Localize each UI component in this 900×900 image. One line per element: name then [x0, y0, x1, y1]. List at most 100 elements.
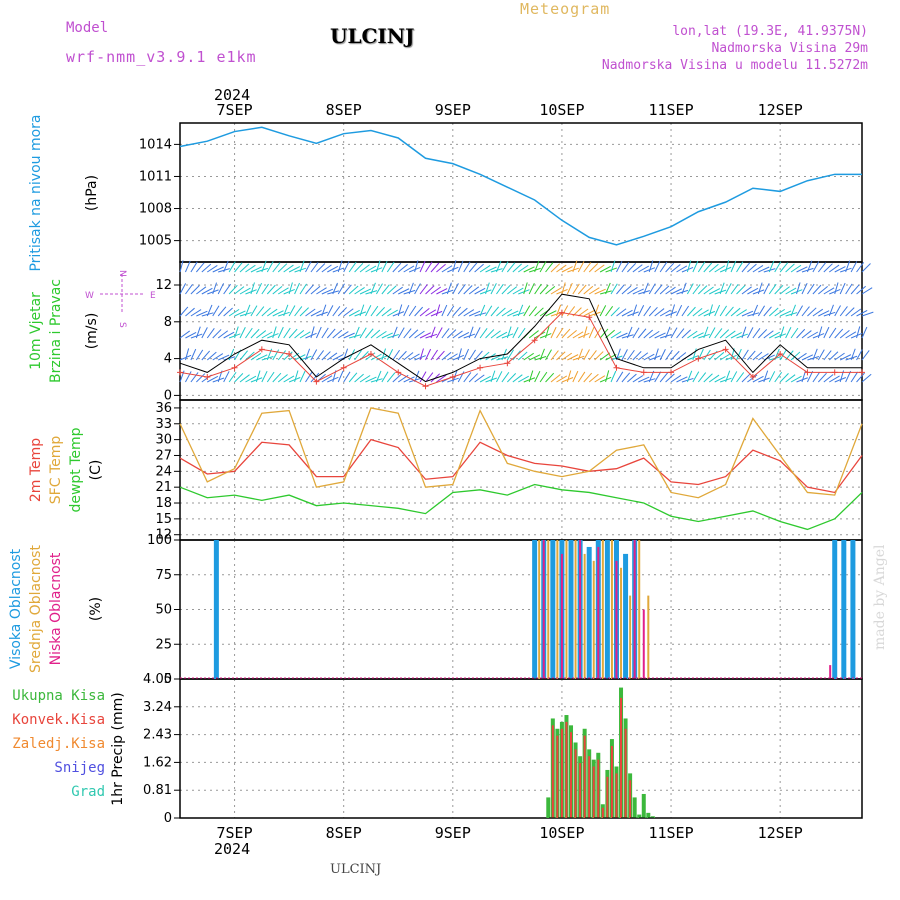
wind-arrow	[697, 285, 708, 295]
wind-arrow	[305, 348, 311, 361]
wind-arrow	[577, 348, 583, 361]
wind-arrow	[419, 348, 424, 361]
wind-arrow	[234, 262, 243, 273]
cloud-bar-mid	[538, 540, 541, 679]
wind-arrow	[719, 282, 725, 295]
wind-arrow	[468, 373, 479, 383]
wind-arrow	[408, 305, 417, 317]
wind-arrow	[381, 308, 392, 317]
wind-arrow	[774, 308, 785, 317]
wind-arrow	[561, 305, 569, 317]
wind-arrow	[354, 326, 360, 339]
wind-arrow	[245, 264, 256, 273]
wind-arrow	[430, 326, 436, 339]
wind-arrow	[708, 304, 713, 317]
wind-arrow	[632, 304, 638, 317]
wind-arrow	[496, 283, 504, 295]
wind-arrow	[316, 287, 327, 295]
wind-arrow	[485, 266, 497, 273]
wind-arrow	[403, 265, 415, 273]
wind-marker	[668, 369, 675, 376]
wind-arrow	[501, 371, 510, 383]
wind-speed-line	[179, 293, 862, 383]
panel-frame-precip	[179, 678, 863, 819]
wind-arrow	[747, 287, 759, 295]
wind-arrow	[861, 373, 872, 383]
wind-arrow	[436, 263, 446, 273]
wind-arrow	[305, 332, 317, 339]
wind-arrow	[463, 372, 472, 383]
wind-arrow	[408, 282, 414, 295]
wind-arrow	[528, 306, 538, 317]
wind-arrow	[550, 287, 562, 295]
wind-marker	[286, 351, 293, 357]
wind-arrow	[245, 289, 257, 295]
wind-arrow	[534, 283, 542, 295]
wind-arrow	[359, 288, 372, 295]
wind-arrow	[239, 263, 250, 273]
wind-arrow	[458, 331, 470, 339]
wind-arrow	[419, 284, 428, 295]
wind-arrow	[708, 374, 720, 383]
wind-arrow	[823, 263, 833, 273]
wind-arrow	[823, 374, 834, 383]
wind-arrow	[708, 327, 716, 339]
wind-arrow	[425, 261, 433, 273]
wind-arrow	[719, 353, 731, 361]
wind-arrow	[490, 283, 497, 295]
wind-arrow	[801, 306, 810, 317]
wind-arrow	[223, 283, 231, 295]
precip-bar-total	[646, 812, 651, 818]
cloud-bar-high	[532, 540, 538, 679]
wind-arrow	[365, 265, 377, 273]
wind-arrow	[850, 261, 858, 273]
y-tick-label: 1011	[139, 169, 172, 184]
wind-arrow	[441, 265, 453, 273]
wind-arrow	[326, 305, 334, 317]
wind-arrow	[665, 262, 675, 273]
wind-arrow	[332, 306, 341, 317]
wind-arrow	[561, 352, 573, 361]
wind-arrow	[386, 372, 396, 383]
wind-arrow	[648, 283, 656, 295]
wind-arrow	[283, 304, 289, 317]
wind-arrow	[774, 261, 782, 273]
wind-arrow	[561, 328, 571, 339]
wind-arrow	[659, 261, 668, 273]
wind-arrow	[839, 329, 850, 339]
wind-arrow	[441, 304, 448, 317]
wind-arrow	[463, 261, 471, 273]
wind-marker	[695, 355, 702, 362]
y-tick-label: 8	[164, 315, 172, 330]
wind-arrow	[419, 260, 426, 273]
precip-bar-convective	[610, 745, 613, 818]
wind-arrow	[403, 376, 415, 383]
wind-arrow	[692, 332, 704, 339]
wind-arrow	[468, 310, 481, 317]
wind-arrow	[414, 330, 425, 339]
wind-arrow	[774, 284, 784, 295]
top-day-label-9SEP: 9SEP	[435, 101, 471, 119]
wind-arrow	[266, 261, 274, 273]
wind-arrow	[261, 331, 273, 339]
wind-arrow	[381, 348, 387, 361]
wind-arrow	[425, 348, 432, 361]
wind-arrow	[435, 327, 443, 339]
wind-arrow	[670, 304, 676, 317]
bottom-day-label-7SEP: 7SEP	[216, 824, 252, 842]
cloud-bar-mid	[647, 595, 650, 679]
wind-arrow	[577, 371, 586, 383]
wind-arrow	[741, 262, 751, 273]
wind-arrow	[485, 305, 493, 317]
wind-arrow	[414, 260, 419, 273]
wind-arrow	[768, 307, 779, 317]
wind-arrow	[610, 260, 616, 273]
wind-arrow	[321, 327, 329, 339]
cloud-name-1: Srednja Oblacnost	[28, 545, 44, 673]
wind-arrow	[354, 349, 363, 361]
wind-arrow	[850, 308, 862, 317]
wind-arrow	[779, 310, 792, 317]
wind-arrow	[332, 329, 343, 339]
wind-arrow	[806, 370, 814, 383]
rose-cross	[100, 274, 144, 314]
